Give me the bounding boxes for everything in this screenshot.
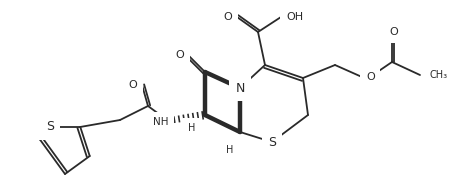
- Text: O: O: [128, 80, 137, 90]
- Text: O: O: [175, 50, 184, 60]
- Text: O: O: [366, 72, 375, 82]
- Text: O: O: [223, 12, 232, 22]
- Text: N: N: [235, 81, 245, 94]
- Text: S: S: [268, 135, 276, 148]
- Text: CH₃: CH₃: [430, 70, 448, 80]
- Text: H: H: [188, 123, 196, 133]
- Text: O: O: [390, 27, 398, 37]
- Text: S: S: [46, 120, 54, 133]
- Text: H: H: [226, 145, 234, 155]
- Text: OH: OH: [286, 12, 303, 22]
- Text: NH: NH: [153, 117, 169, 127]
